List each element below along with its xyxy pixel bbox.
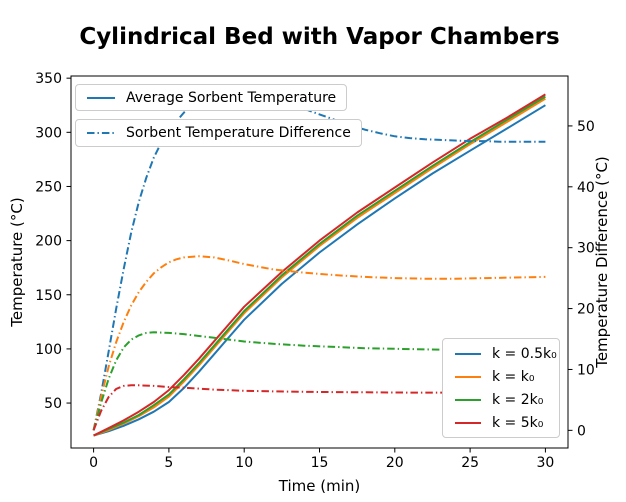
y-right-tick-label: 10	[577, 362, 595, 378]
solid-line-sample-icon	[455, 376, 481, 378]
y-right-tick-label: 20	[577, 302, 595, 318]
y-left-tick-label: 200	[35, 234, 62, 250]
legend-entry-label: k = 2k₀	[492, 392, 544, 408]
x-tick-label: 15	[311, 455, 329, 471]
x-tick-label: 10	[235, 455, 253, 471]
series-line-2	[93, 95, 546, 437]
solid-line-sample-icon	[455, 422, 481, 424]
solid-line-sample-icon	[455, 353, 481, 355]
solid-line-sample-icon	[87, 96, 115, 99]
series-line-6	[92, 331, 546, 431]
x-tick-label: 25	[461, 455, 479, 471]
series-line-7	[92, 384, 546, 431]
series-line-3	[93, 93, 546, 437]
series-line-5	[92, 255, 546, 431]
y-left-tick-label: 300	[35, 125, 62, 141]
x-tick-label: 30	[536, 455, 554, 471]
legend-entry-label: Sorbent Temperature Difference	[126, 125, 351, 141]
y-left-tick-label: 350	[35, 71, 62, 87]
legend-average-sorbent-temperature: Average Sorbent Temperature	[75, 84, 348, 111]
legend-sorbent-temperature-difference: Sorbent Temperature Difference	[75, 119, 362, 147]
legend-entry: k = 0.5k₀	[454, 346, 557, 362]
dashdot-line-sample-icon	[87, 132, 115, 134]
legend-entry-label: Average Sorbent Temperature	[126, 89, 337, 106]
legend-entry-label: k = k₀	[492, 369, 535, 385]
legend-entry-label: k = 5k₀	[492, 415, 544, 431]
y-left-tick-label: 150	[35, 288, 62, 304]
y-right-tick-label: 30	[577, 241, 595, 257]
x-axis-label: Time (min)	[278, 477, 361, 495]
y-left-tick-label: 50	[44, 396, 62, 412]
x-tick-label: 0	[89, 455, 98, 471]
y-left-tick-label: 250	[35, 179, 62, 195]
legend-entry: k = 2k₀	[454, 392, 548, 408]
legend-k-values: k = 0.5k₀ k = k₀ k = 2k₀ k = 5k₀	[442, 338, 560, 438]
y-right-tick-label: 50	[577, 119, 595, 135]
chart-title: Cylindrical Bed with Vapor Chambers	[79, 24, 560, 50]
legend-entry: k = 5k₀	[454, 415, 548, 431]
x-tick-label: 20	[386, 455, 404, 471]
legend-entry-label: k = 0.5k₀	[492, 346, 557, 362]
y-left-tick-label: 100	[35, 342, 62, 358]
legend-entry: k = k₀	[454, 369, 548, 385]
y-right-tick-label: 40	[577, 180, 595, 196]
x-tick-label: 5	[164, 455, 173, 471]
y-right-tick-label: 0	[577, 423, 586, 439]
y-axis-left-label: Temperature (°C)	[8, 197, 26, 327]
series-line-0	[93, 104, 546, 437]
y-axis-right-label: Temperature Difference (°C)	[593, 156, 611, 368]
solid-line-sample-icon	[455, 399, 481, 401]
